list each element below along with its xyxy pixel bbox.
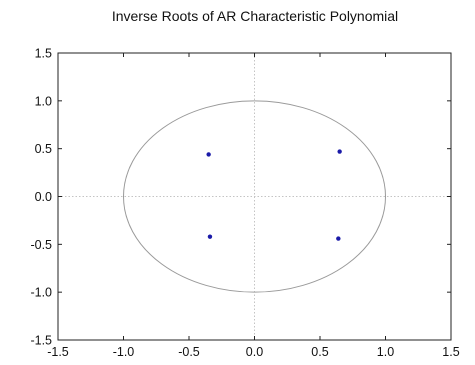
y-tick-label: 0.0 [35,190,52,204]
x-tick-label: 1.0 [377,345,394,359]
x-tick-label: -0.5 [178,345,200,359]
root-point [337,149,342,154]
root-point [207,234,213,239]
unit-circle [123,100,386,293]
x-tick-label: 0.0 [246,345,263,359]
x-tick-label: 1.5 [442,345,459,359]
x-tick-label: -1.5 [47,345,69,359]
plot-area: -1.5 -1.0 -0.5 0.0 0.5 1.0 1.5 1.5 1.0 0.5 0.0 -0.5… [30,47,459,360]
root-point [206,152,211,157]
root-point [336,236,341,241]
x-tick-label: 0.5 [311,345,328,359]
y-tick-label: 1.5 [35,47,52,61]
y-tick-label: -0.5 [30,238,52,252]
y-tick-label: -1.5 [30,334,52,348]
y-tick-label: -1.0 [30,286,52,300]
y-tick-label: 1.0 [35,94,52,108]
chart-title: Inverse Roots of AR Characteristic Polyn… [112,8,398,24]
x-tick-label: -1.0 [113,345,135,359]
y-tick-label: 0.5 [35,142,52,156]
